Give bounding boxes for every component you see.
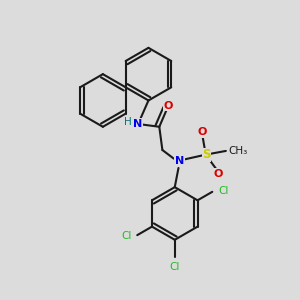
Text: O: O [213,169,223,179]
Text: Cl: Cl [169,262,180,272]
Text: Cl: Cl [218,186,228,196]
Text: H: H [124,117,132,127]
Text: O: O [197,128,207,137]
Text: CH₃: CH₃ [228,146,248,156]
Text: N: N [175,156,184,166]
Text: Cl: Cl [121,231,132,241]
Text: N: N [133,119,142,129]
Text: O: O [164,101,173,111]
Text: S: S [202,148,211,161]
